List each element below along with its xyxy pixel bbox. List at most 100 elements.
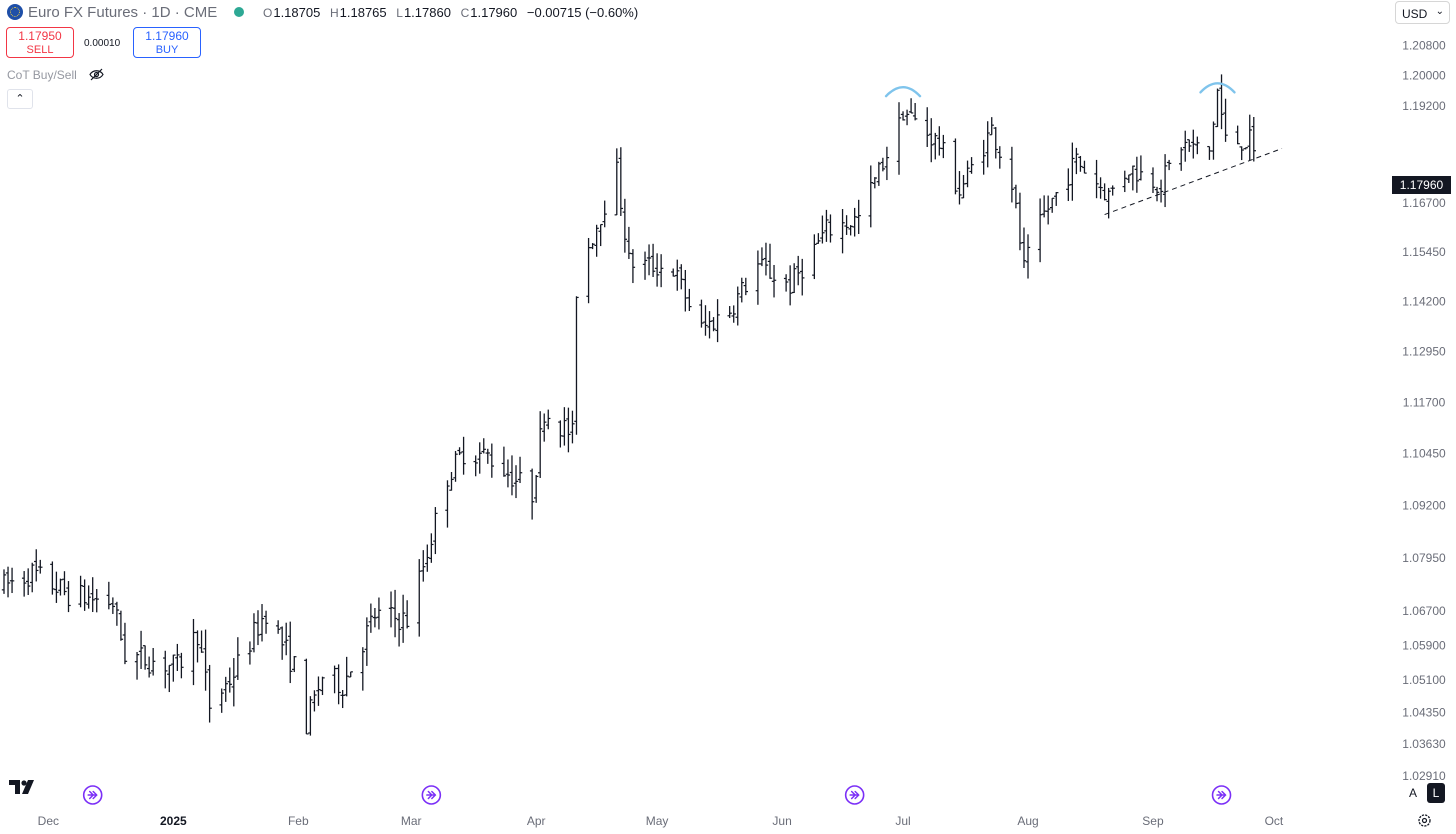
auto-scale-button[interactable]: A xyxy=(1408,786,1417,800)
ohlc-bar xyxy=(868,165,873,228)
eye-hidden-icon[interactable] xyxy=(89,68,104,81)
ohlc-bar xyxy=(163,650,168,689)
peak-highlight-arc[interactable] xyxy=(884,85,922,98)
ohlc-bar xyxy=(114,601,120,626)
currency-select[interactable]: USD ⌄ xyxy=(1395,1,1450,24)
economic-event-icon[interactable] xyxy=(82,785,103,805)
ohlc-bar xyxy=(175,643,180,672)
ohlc-bar xyxy=(453,450,458,482)
ohlc-bar xyxy=(348,671,353,678)
ohlc-bar xyxy=(86,585,91,609)
ohlc-bar xyxy=(969,157,974,174)
ohlc-bar xyxy=(223,676,228,702)
price-tick-label: 1.12950 xyxy=(1402,345,1446,359)
collapse-button[interactable]: ⌃ xyxy=(7,89,33,109)
ohlc-bar xyxy=(1050,197,1055,213)
ohlc-bar xyxy=(284,622,289,656)
ohlc-bar xyxy=(138,630,144,669)
ohlc-bar xyxy=(763,242,769,276)
ohlc-bar xyxy=(203,629,208,691)
trendline[interactable] xyxy=(1104,148,1283,216)
ohlc-bar xyxy=(820,215,825,244)
symbol-title[interactable]: Euro FX Futures · 1D · CME xyxy=(28,4,218,21)
sell-button[interactable]: 1.17950 SELL xyxy=(6,27,74,58)
gear-icon[interactable] xyxy=(1417,813,1432,828)
ohlc-bar xyxy=(929,118,934,163)
ohlc-bar xyxy=(461,436,466,475)
ohlc-bar xyxy=(150,647,156,676)
ohlc-bar xyxy=(66,581,71,613)
ohlc-bar xyxy=(255,610,261,646)
price-tick-label: 1.19200 xyxy=(1402,99,1446,113)
ohlc-bar xyxy=(1158,179,1164,203)
ohlc-bar xyxy=(731,305,736,323)
ohlc-bar xyxy=(703,305,708,336)
ohlc-bar xyxy=(671,268,676,277)
time-tick-label: 2025 xyxy=(160,814,187,828)
ohlc-bar xyxy=(654,253,660,287)
ohlc-bar xyxy=(840,209,845,254)
ohlc-bar xyxy=(872,177,878,189)
time-axis[interactable]: Dec 2025 Feb Mar Apr May Jun Jul Aug Sep Oct xyxy=(38,814,1284,828)
time-tick-label: Aug xyxy=(1017,814,1038,828)
ohlc-bar xyxy=(816,233,821,244)
ohlc-bar xyxy=(586,237,591,304)
price-tick-label: 1.04350 xyxy=(1402,706,1446,720)
ohlc-bar xyxy=(421,550,426,582)
ohlc-bar xyxy=(30,562,35,593)
ohlc-bar xyxy=(259,604,265,642)
ohlc-bar xyxy=(933,132,938,160)
time-tick-label: Mar xyxy=(401,814,422,828)
ohlc-bar xyxy=(590,243,595,250)
ohlc-bar xyxy=(231,658,236,707)
ohlc-bar xyxy=(679,264,684,290)
ohlc-bar xyxy=(791,263,797,294)
tradingview-logo-icon[interactable] xyxy=(9,779,39,795)
ohlc-bar xyxy=(800,258,805,296)
log-scale-button[interactable]: L xyxy=(1427,783,1445,803)
ohlc-bar xyxy=(457,447,462,456)
ohlc-bar xyxy=(1130,165,1136,191)
buy-button[interactable]: 1.17960 BUY xyxy=(133,27,201,58)
ohlc-bar xyxy=(1239,146,1244,161)
ohlc-bar xyxy=(985,121,990,168)
economic-event-icon[interactable] xyxy=(844,785,865,805)
ohlc-bar xyxy=(417,559,422,637)
ohlc-bar xyxy=(1110,185,1115,196)
price-bars xyxy=(1,74,1256,736)
ohlc-bar xyxy=(904,109,910,126)
price-tick-label: 1.16700 xyxy=(1402,196,1446,210)
ohlc-bar xyxy=(715,299,720,343)
economic-event-icon[interactable] xyxy=(421,785,442,805)
ohlc-bar xyxy=(1187,139,1192,152)
price-tick-label: 1.07950 xyxy=(1402,551,1446,565)
ohlc-bar xyxy=(38,559,43,574)
ohlc-bar xyxy=(94,589,99,613)
ohlc-bar xyxy=(1098,177,1103,199)
ohlc-bar xyxy=(1247,114,1252,161)
ohlc-bar xyxy=(961,174,966,199)
ohlc-bar xyxy=(429,533,434,563)
ohlc-bar xyxy=(1013,184,1019,209)
ohlc-bar xyxy=(876,161,882,186)
ohlc-bar xyxy=(824,209,829,242)
ohlc-bar xyxy=(376,597,382,630)
ohlc-bar xyxy=(759,247,765,267)
ohlc-bar xyxy=(1195,136,1200,155)
ohlc-bar xyxy=(320,676,325,696)
event-markers[interactable] xyxy=(82,785,1232,805)
price-axis[interactable]: 1.20800 1.20000 1.19200 1.16700 1.15450 1.142… xyxy=(1402,38,1446,783)
peak-highlight-arc[interactable] xyxy=(1199,82,1236,94)
ohlc-bar xyxy=(953,138,958,195)
ohlc-bar xyxy=(1074,147,1079,175)
ohlc-bar xyxy=(118,610,124,641)
ohlc-bar xyxy=(388,591,394,628)
indicator-label[interactable]: CoT Buy/Sell xyxy=(7,68,77,82)
ohlc-bar xyxy=(392,589,398,638)
ohlc-bar xyxy=(219,688,224,713)
economic-event-icon[interactable] xyxy=(1211,785,1232,805)
ohlc-bar xyxy=(82,579,87,611)
ohlc-bar xyxy=(1070,142,1075,201)
time-tick-label: Jun xyxy=(772,814,791,828)
